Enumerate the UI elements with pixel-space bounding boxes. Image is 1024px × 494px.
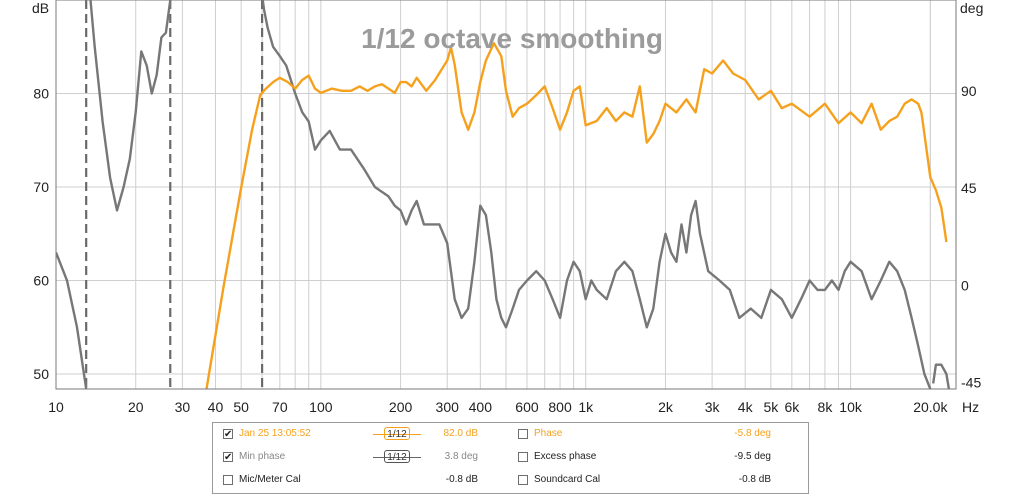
soundcard-cal-checkbox[interactable]: [518, 475, 528, 485]
series-line-min-phase: [56, 0, 951, 389]
excess-phase-value: -9.5 deg: [734, 451, 771, 462]
x-tick-label: 10k: [839, 399, 863, 415]
x-tick-label: 200: [389, 399, 413, 415]
x-tick-label: 8k: [818, 399, 834, 415]
y-left-tick-label: 50: [33, 366, 49, 382]
series-line-phase: [205, 42, 948, 389]
legend-panel: ✔ Jan 25 13:05:52 1/12 82.0 dB Phase -5.…: [212, 422, 809, 494]
plot-frame: [55, 0, 957, 390]
min-phase-line-swatch: [373, 457, 421, 458]
x-tick-label: 50: [233, 399, 249, 415]
x-tick-label: 600: [515, 399, 539, 415]
legend-row-min-phase: ✔ Min phase 1/12 3.8 deg Excess phase -9…: [213, 448, 808, 468]
x-tick-label: 30: [175, 399, 191, 415]
phase-checkbox[interactable]: [518, 429, 528, 439]
mic-cal-label: Mic/Meter Cal: [239, 474, 301, 485]
y-left-tick-labels: 50 60 70 80: [33, 86, 49, 383]
measurement-value: 82.0 dB: [443, 428, 478, 439]
measurement-checkbox[interactable]: ✔: [223, 429, 233, 440]
x-tick-label: 4k: [738, 399, 754, 415]
x-tick-label: 100: [309, 399, 333, 415]
y-right-tick-labels: -45 0 45 90: [961, 83, 981, 391]
y-right-axis-label: deg: [960, 0, 983, 16]
y-left-axis-label: dB: [32, 0, 49, 16]
x-tick-label: 20: [128, 399, 144, 415]
chart: 1/12 octave smoothing dB deg Hz 10 20 30 40…: [32, 0, 983, 415]
min-phase-value: 3.8 deg: [444, 451, 478, 462]
x-tick-label: 5k: [763, 399, 779, 415]
x-tick-labels: 10 20 30 40 50 70 100 200 300 400 600 800 1k 2k 3k 4k 5k…: [48, 399, 948, 415]
soundcard-cal-value: -0.8 dB: [738, 474, 771, 485]
x-tick-label: 6k: [784, 399, 800, 415]
x-tick-label: 800: [548, 399, 572, 415]
y-right-tick-label: 90: [961, 83, 977, 99]
x-tick-label: 1k: [578, 399, 594, 415]
y-left-tick-label: 60: [33, 273, 49, 289]
x-tick-label: 40: [208, 399, 224, 415]
phase-label: Phase: [534, 428, 563, 439]
x-tick-label: 20.0k: [913, 399, 948, 415]
soundcard-cal-label: Soundcard Cal: [534, 474, 601, 485]
measurement-label: Jan 25 13:05:52: [239, 428, 311, 439]
y-left-tick-label: 70: [33, 179, 49, 195]
chart-title: 1/12 octave smoothing: [361, 23, 663, 54]
min-phase-label: Min phase: [239, 451, 286, 462]
phase-value: -5.8 deg: [734, 428, 771, 439]
markers: [85, 0, 264, 389]
x-tick-label: 400: [469, 399, 493, 415]
min-phase-smoothing-button[interactable]: 1/12: [384, 450, 410, 463]
x-tick-label: 70: [272, 399, 288, 415]
x-axis-label: Hz: [962, 399, 979, 415]
x-tick-label: 3k: [705, 399, 721, 415]
mic-cal-checkbox[interactable]: [223, 475, 233, 485]
x-tick-label: 2k: [658, 399, 674, 415]
x-tick-label: 300: [436, 399, 460, 415]
grid: [55, 0, 956, 389]
x-tick-label: 10: [48, 399, 64, 415]
legend-row-measurement: ✔ Jan 25 13:05:52 1/12 82.0 dB Phase -5.…: [213, 425, 808, 445]
y-right-tick-label: -45: [961, 375, 981, 391]
y-left-tick-label: 80: [33, 86, 49, 102]
measurement-smoothing-button[interactable]: 1/12: [384, 427, 410, 440]
excess-phase-label: Excess phase: [534, 451, 597, 462]
series: [56, 0, 951, 389]
excess-phase-checkbox[interactable]: [518, 452, 528, 462]
mic-cal-value: -0.8 dB: [445, 474, 478, 485]
min-phase-checkbox[interactable]: ✔: [223, 452, 233, 463]
legend-row-mic-cal: Mic/Meter Cal -0.8 dB Soundcard Cal -0.8…: [213, 471, 808, 491]
measurement-line-swatch: [373, 434, 421, 435]
y-right-tick-label: 0: [961, 277, 969, 293]
y-right-tick-label: 45: [961, 180, 977, 196]
